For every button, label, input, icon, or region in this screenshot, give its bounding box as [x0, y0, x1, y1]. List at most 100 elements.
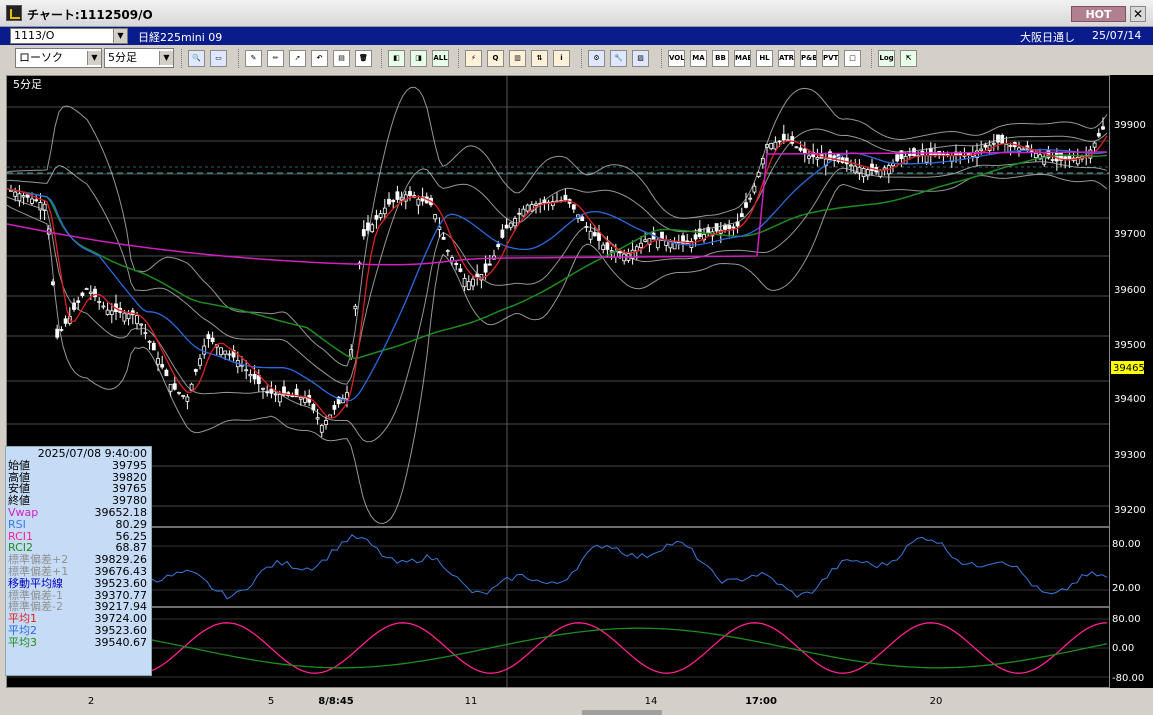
rci1-line [6, 622, 1108, 674]
candle-body [378, 213, 383, 218]
draw-line-icon[interactable]: ✎ [245, 50, 262, 67]
candle-body [13, 191, 18, 197]
chart-type-select[interactable]: ローソク ▼ [15, 48, 102, 68]
toolbar-separator [458, 49, 460, 68]
candle-body [601, 244, 606, 251]
info-icon[interactable]: i [553, 50, 570, 67]
candle-body [261, 387, 265, 390]
candle-body [223, 350, 228, 355]
candle-body [17, 193, 22, 202]
candle-body [248, 373, 253, 377]
candle-body [122, 312, 127, 322]
candle-icon[interactable]: ◧ [388, 50, 405, 67]
chevron-down-icon[interactable]: ▼ [87, 51, 101, 65]
scrollbar-thumb [582, 710, 662, 715]
export-icon[interactable]: ⇱ [900, 50, 917, 67]
interval-select[interactable]: 5分足 ▼ [104, 48, 174, 68]
pen-icon[interactable]: ✏ [267, 50, 284, 67]
info-row: Vwap 39652.18 [8, 507, 149, 519]
candle-body [168, 383, 173, 392]
price-tick-label: 39800 [1114, 174, 1146, 185]
candle-body [1008, 145, 1013, 147]
candle-body [88, 291, 93, 294]
rsi-tick-label: 20.00 [1112, 583, 1141, 594]
pvt-icon[interactable]: PVT [822, 50, 839, 67]
info-row: RCI1 56.25 [8, 530, 149, 543]
chevron-down-icon[interactable]: ▼ [159, 51, 173, 65]
atr-icon[interactable]: ATR [778, 50, 795, 67]
instrument-code-select[interactable]: 1113/O ▼ [10, 28, 128, 44]
candle-body [592, 232, 597, 237]
candle-body [693, 234, 698, 240]
candle-body [924, 155, 929, 163]
price-tick-label: 39700 [1114, 229, 1146, 240]
candle-body [336, 396, 341, 405]
box-icon[interactable]: □ [844, 50, 861, 67]
candle-body [9, 189, 13, 192]
toolbar-separator [871, 49, 873, 68]
close-icon[interactable]: ✕ [1130, 6, 1146, 22]
candle-body [571, 204, 576, 210]
candle-body [466, 281, 471, 291]
trash-icon[interactable]: 🗑 [355, 50, 372, 67]
chevron-down-icon[interactable]: ▼ [113, 29, 127, 43]
info-label: 平均2 [8, 623, 37, 637]
candle-body [458, 268, 463, 272]
bb-icon[interactable]: BB [712, 50, 729, 67]
time-tick-label: 14 [645, 696, 658, 707]
candle-body [525, 204, 530, 212]
cursor-icon[interactable]: ➚ [289, 50, 306, 67]
price-chart[interactable]: 5分足 [6, 76, 1109, 687]
info-row: 高値 39820 [8, 471, 149, 484]
signal-icon[interactable]: ⚡ [465, 50, 482, 67]
info-value: 39540.67 [94, 635, 148, 649]
bar-chart-icon[interactable]: ▥ [509, 50, 526, 67]
compare-icon[interactable]: ⇅ [531, 50, 548, 67]
candle-body [198, 358, 202, 366]
candle-body [25, 194, 30, 198]
search-chart-icon[interactable]: Q [487, 50, 504, 67]
candle-body [454, 262, 459, 265]
volume-icon[interactable]: VOL [668, 50, 685, 67]
candle-alt-icon[interactable]: ◨ [410, 50, 427, 67]
info-label: 平均3 [8, 635, 37, 649]
candle-body [1101, 126, 1105, 130]
candle-body [219, 347, 223, 356]
candle-body [76, 300, 81, 303]
ma-icon[interactable]: MA [690, 50, 707, 67]
candle-body [983, 144, 988, 148]
all-icon[interactable]: ALL [432, 50, 449, 67]
candle-body [277, 394, 282, 403]
candle-body [534, 203, 538, 206]
candle-body [773, 141, 778, 150]
copy-icon[interactable]: ▤ [333, 50, 350, 67]
candle-body [769, 142, 774, 150]
candle-body [895, 154, 900, 162]
candle-body [865, 169, 870, 177]
candle-body [361, 229, 366, 237]
chart-area[interactable]: 5分足 [6, 75, 1110, 688]
candle-body [794, 146, 799, 149]
candle-body [298, 396, 303, 400]
palette-icon[interactable]: ▨ [632, 50, 649, 67]
candle-body [991, 142, 996, 145]
hl-icon[interactable]: HL [756, 50, 773, 67]
window-icon[interactable]: ▭ [210, 50, 227, 67]
candle-body [550, 201, 555, 207]
candle-body [912, 148, 916, 156]
info-value: 68.87 [115, 541, 148, 555]
candle-body [227, 353, 232, 356]
candle-body [815, 157, 820, 160]
log-icon[interactable]: Log [878, 50, 895, 67]
candle-body [332, 404, 337, 410]
zoom-icon[interactable]: 🔍 [188, 50, 205, 67]
info-rows: 始値 39795 高値 39820 安値 39765 終値 39780 Vwap 39652.18… [8, 459, 149, 649]
candle-body [1075, 156, 1080, 165]
candle-body [408, 191, 412, 196]
settings-icon[interactable]: ⚙ [588, 50, 605, 67]
mae-icon[interactable]: MAE [734, 50, 751, 67]
undo-icon[interactable]: ↶ [311, 50, 328, 67]
hot-button[interactable]: HOT [1071, 6, 1126, 22]
pb-icon[interactable]: P&B [800, 50, 817, 67]
wrench-icon[interactable]: 🔧 [610, 50, 627, 67]
